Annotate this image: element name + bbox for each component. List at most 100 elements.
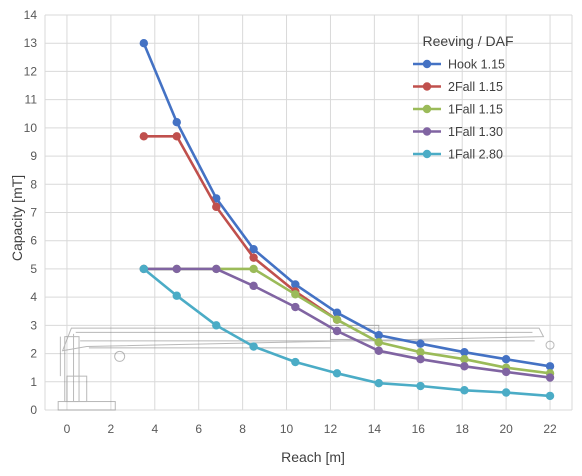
legend-item: Hook 1.15: [413, 58, 505, 72]
y-tick-label: 0: [30, 403, 37, 417]
data-point: [460, 355, 469, 364]
data-point: [139, 132, 149, 141]
legend-item: 2Fall 1.15: [413, 80, 503, 94]
x-tick-label: 18: [456, 422, 470, 436]
data-point: [416, 339, 425, 348]
data-point: [332, 308, 342, 317]
data-point: [460, 362, 469, 371]
legend-swatch-marker: [422, 127, 432, 136]
y-tick-label: 7: [30, 206, 37, 220]
data-point: [139, 264, 149, 274]
y-tick-label: 13: [24, 36, 38, 50]
data-point: [332, 315, 342, 324]
data-point: [545, 362, 555, 371]
crane-boom-sections: [75, 331, 535, 349]
data-point: [332, 369, 342, 378]
data-point: [172, 291, 181, 300]
legend-label: 2Fall 1.15: [448, 80, 503, 94]
x-tick-label: 4: [151, 422, 158, 436]
x-tick-label: 6: [195, 422, 202, 436]
data-point: [291, 302, 300, 312]
data-point: [249, 264, 258, 274]
legend-swatch-marker: [422, 149, 432, 159]
y-tick-label: 5: [30, 262, 37, 276]
grid: [44, 14, 573, 411]
y-tick-label: 4: [30, 290, 37, 304]
data-point: [501, 367, 511, 377]
y-tick-label: 10: [24, 121, 38, 135]
data-point: [249, 281, 258, 291]
data-point: [374, 378, 383, 388]
data-point: [416, 381, 425, 391]
crane-sheave: [114, 350, 126, 362]
y-tick-label: 12: [24, 64, 38, 78]
data-point: [172, 264, 181, 274]
legend-item: 1Fall 1.30: [413, 125, 503, 139]
series-1fall-2-80: [139, 264, 555, 401]
data-point: [374, 346, 383, 355]
data-point: [460, 386, 469, 395]
data-point: [291, 357, 300, 367]
crane-mast-lines: [59, 333, 75, 402]
data-point: [332, 326, 342, 336]
series-hook-1-15: [139, 39, 555, 371]
data-point: [291, 280, 300, 289]
y-axis-label: Capacity [mT]: [9, 175, 25, 261]
x-tick-label: 20: [499, 422, 513, 436]
y-tick-label: 8: [30, 177, 37, 191]
data-point: [212, 264, 221, 274]
data-point: [139, 39, 149, 48]
data-point: [545, 373, 555, 382]
legend-title: Reeving / DAF: [422, 33, 513, 49]
data-point: [249, 244, 258, 254]
data-point: [501, 388, 511, 397]
y-tick-label: 9: [30, 149, 37, 163]
data-point: [291, 290, 300, 299]
series-line: [143, 267, 551, 379]
x-tick-label: 8: [239, 422, 246, 436]
x-tick-label: 14: [368, 422, 382, 436]
data-point: [545, 391, 555, 401]
data-point: [212, 321, 221, 330]
legend-swatch-marker: [422, 59, 432, 69]
y-tick-label: 2: [30, 347, 37, 361]
legend-label: 1Fall 2.80: [448, 148, 503, 162]
data-point: [374, 338, 383, 347]
legend-label: Hook 1.15: [448, 58, 505, 72]
y-tick-label: 1: [30, 375, 37, 389]
x-tick-label: 2: [108, 422, 115, 436]
crane-boom-outer: [61, 327, 545, 352]
y-tick-label: 11: [25, 93, 38, 107]
data-point: [416, 347, 425, 357]
crane-housing: [66, 375, 88, 403]
series-line: [143, 135, 338, 321]
x-tick-label: 12: [324, 422, 338, 436]
legend-item: 1Fall 1.15: [413, 103, 503, 117]
legend-item: 1Fall 2.80: [413, 148, 503, 162]
series-1fall-1-15: [139, 264, 555, 378]
legend: Reeving / DAF Hook 1.15 2Fall 1.15 1Fall 1…: [413, 33, 514, 162]
data-point: [249, 342, 258, 351]
legend-label: 1Fall 1.30: [448, 125, 503, 139]
y-tick-label: 14: [24, 8, 38, 22]
data-point: [501, 355, 511, 364]
series: [139, 39, 555, 401]
legend-swatch-marker: [422, 104, 432, 114]
x-tick-label: 22: [543, 422, 557, 436]
data-point: [416, 355, 425, 364]
crane-boom-tip: [545, 340, 555, 350]
data-point: [172, 118, 181, 127]
data-point: [212, 202, 221, 212]
axes: Capacity [mT] Reach [m] 0123456789101112…: [9, 8, 557, 465]
crane-illustration: [57, 324, 555, 411]
data-point: [172, 132, 181, 141]
x-axis-label: Reach [m]: [281, 449, 345, 465]
data-point: [374, 331, 383, 340]
data-point: [249, 253, 258, 262]
legend-label: 1Fall 1.15: [448, 103, 503, 117]
y-tick-label: 6: [30, 234, 37, 248]
x-tick-label: 0: [64, 422, 71, 436]
x-tick-label: 10: [280, 422, 294, 436]
